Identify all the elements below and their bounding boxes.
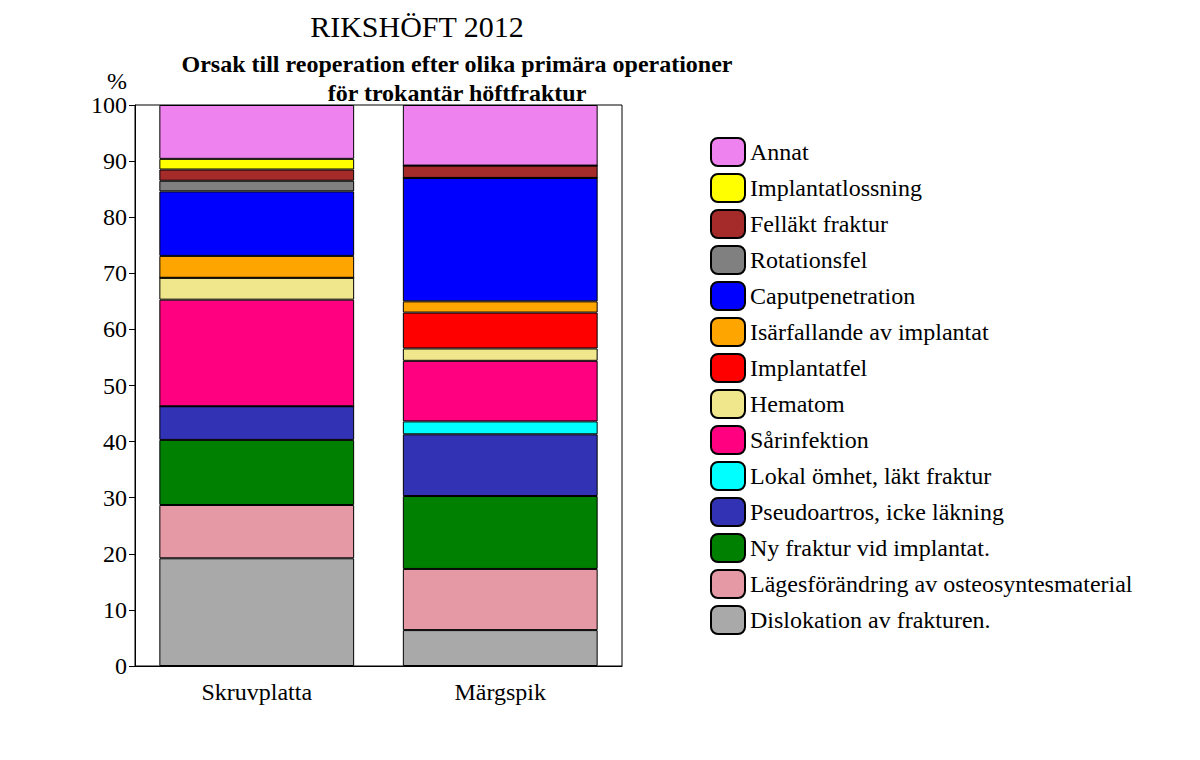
svg-text:100: 100 <box>91 92 127 118</box>
svg-text:10: 10 <box>103 597 127 623</box>
svg-text:Skruvplatta: Skruvplatta <box>201 679 312 705</box>
svg-text:80: 80 <box>103 204 127 230</box>
svg-text:för trokantär höftfraktur: för trokantär höftfraktur <box>328 80 587 106</box>
svg-text:RIKSHÖFT 2012: RIKSHÖFT 2012 <box>310 10 524 43</box>
svg-text:Lägesförändring av osteosyntes: Lägesförändring av osteosyntesmaterial <box>750 571 1133 597</box>
svg-text:Isärfallande av implantat: Isärfallande av implantat <box>750 319 989 345</box>
svg-text:%: % <box>107 68 127 94</box>
svg-text:60: 60 <box>103 316 127 342</box>
svg-text:Lokal ömhet, läkt fraktur: Lokal ömhet, läkt fraktur <box>750 463 991 489</box>
svg-text:90: 90 <box>103 148 127 174</box>
svg-text:Dislokation av frakturen.: Dislokation av frakturen. <box>750 607 991 633</box>
svg-text:Felläkt fraktur: Felläkt fraktur <box>750 211 888 237</box>
svg-text:Hematom: Hematom <box>750 391 845 417</box>
svg-text:30: 30 <box>103 485 127 511</box>
svg-text:Märgspik: Märgspik <box>454 679 546 705</box>
svg-text:Sårinfektion: Sårinfektion <box>750 427 869 453</box>
svg-text:20: 20 <box>103 541 127 567</box>
svg-text:Orsak till reoperation efter o: Orsak till reoperation efter olika primä… <box>181 51 732 77</box>
svg-text:40: 40 <box>103 429 127 455</box>
svg-text:0: 0 <box>115 653 127 679</box>
svg-text:Ny fraktur vid implantat.: Ny fraktur vid implantat. <box>750 535 990 561</box>
svg-text:Pseudoartros, icke läkning: Pseudoartros, icke läkning <box>750 499 1004 525</box>
svg-text:Rotationsfel: Rotationsfel <box>750 247 868 273</box>
svg-text:70: 70 <box>103 260 127 286</box>
svg-text:Implantatfel: Implantatfel <box>750 355 868 381</box>
svg-text:Implantatlossning: Implantatlossning <box>750 175 922 201</box>
svg-text:Caputpenetration: Caputpenetration <box>750 283 915 309</box>
svg-text:50: 50 <box>103 373 127 399</box>
svg-text:Annat: Annat <box>750 139 809 165</box>
